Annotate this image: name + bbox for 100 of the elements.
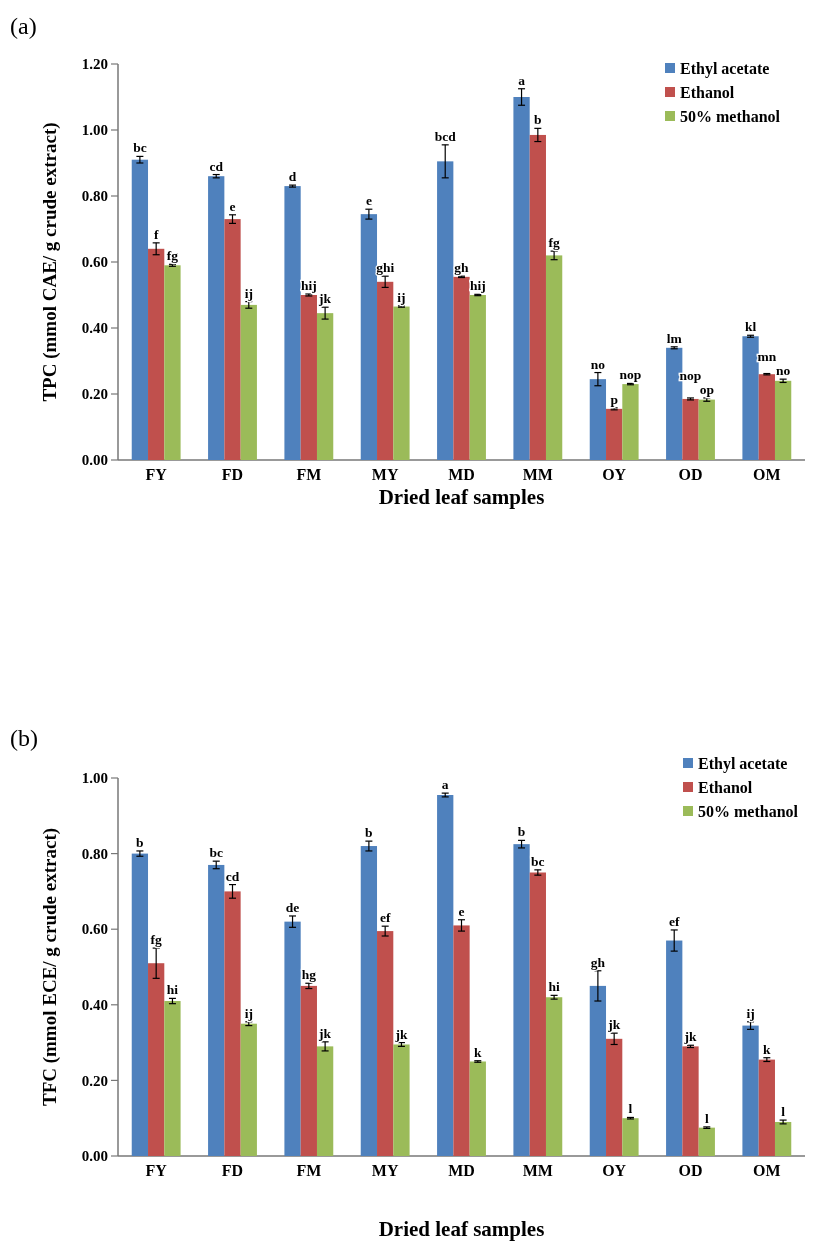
y-tick-label: 1.00 bbox=[81, 770, 108, 787]
bar bbox=[300, 985, 317, 1156]
data-label: kl bbox=[744, 319, 757, 335]
bar bbox=[758, 374, 775, 460]
legend-label: 50% methanol bbox=[698, 802, 799, 820]
bar bbox=[131, 159, 149, 460]
bar bbox=[377, 931, 394, 1156]
data-label: hi bbox=[166, 982, 179, 998]
data-label: lm bbox=[666, 330, 683, 346]
data-label: bc bbox=[209, 845, 223, 861]
data-label: no bbox=[590, 356, 606, 372]
bar bbox=[545, 255, 563, 460]
data-label: jk bbox=[394, 1026, 408, 1042]
data-label: ij bbox=[746, 1005, 755, 1021]
data-label: l bbox=[704, 1110, 709, 1126]
bar bbox=[529, 134, 546, 460]
data-label: b bbox=[534, 112, 542, 128]
bar bbox=[513, 97, 530, 460]
data-label: e bbox=[458, 903, 465, 919]
bar bbox=[589, 985, 607, 1156]
y-tick-label: 0.00 bbox=[81, 1148, 108, 1165]
data-label: nop bbox=[619, 367, 642, 383]
y-axis-title: TFC (mmol ECE/ g crude extract) bbox=[39, 827, 61, 1107]
data-label: a bbox=[441, 777, 449, 793]
x-tick-label: FY bbox=[145, 1162, 168, 1179]
bar bbox=[606, 408, 623, 460]
data-label: ij bbox=[244, 285, 253, 301]
data-label: hij bbox=[300, 278, 317, 294]
bar bbox=[606, 1038, 623, 1156]
bar bbox=[437, 795, 454, 1156]
x-tick-label: OD bbox=[678, 466, 703, 483]
data-label: k bbox=[474, 1044, 483, 1060]
bar bbox=[148, 248, 165, 460]
y-tick-label: 0.40 bbox=[81, 320, 108, 337]
bar bbox=[742, 1025, 759, 1156]
data-label: gh bbox=[590, 954, 606, 970]
data-label: d bbox=[288, 169, 297, 185]
chart-title: (a) bbox=[10, 13, 37, 39]
x-tick-label: OY bbox=[602, 1162, 627, 1179]
data-label: b bbox=[136, 834, 144, 850]
x-tick-label: MY bbox=[371, 466, 399, 483]
bar bbox=[758, 1059, 775, 1156]
data-label: fg bbox=[548, 235, 560, 251]
x-axis-title: Dried leaf samples bbox=[378, 1217, 545, 1241]
data-label: de bbox=[285, 899, 300, 915]
bar bbox=[300, 295, 317, 460]
y-tick-label: 0.20 bbox=[81, 386, 108, 403]
data-label: gh bbox=[454, 260, 470, 276]
bar bbox=[240, 1023, 257, 1156]
data-label: jk bbox=[607, 1017, 621, 1033]
x-tick-label: OY bbox=[602, 466, 627, 483]
data-label: cd bbox=[225, 868, 240, 884]
bar bbox=[224, 891, 241, 1156]
x-tick-label: MD bbox=[448, 466, 475, 483]
bar bbox=[240, 304, 257, 460]
y-axis-title: TPC (mmol CAE/ g crude extract) bbox=[39, 122, 61, 402]
y-tick-label: 1.00 bbox=[81, 122, 108, 139]
legend-label: Ethanol bbox=[680, 83, 735, 101]
data-label: f bbox=[153, 226, 159, 242]
data-label: l bbox=[628, 1101, 633, 1117]
bar bbox=[589, 379, 607, 460]
bar bbox=[469, 1061, 486, 1156]
y-tick-label: 0.20 bbox=[81, 1072, 108, 1089]
bar bbox=[284, 921, 301, 1156]
bar bbox=[545, 997, 563, 1156]
y-tick-label: 0.60 bbox=[81, 921, 108, 938]
data-label: fg bbox=[150, 932, 163, 948]
bar bbox=[208, 176, 225, 460]
legend-label: Ethyl acetate bbox=[680, 59, 770, 78]
bar bbox=[377, 281, 394, 460]
data-label: ef bbox=[379, 910, 391, 926]
x-tick-label: OM bbox=[753, 1162, 781, 1179]
data-label: ij bbox=[397, 289, 406, 305]
bar bbox=[437, 161, 454, 460]
y-tick-label: 0.80 bbox=[81, 188, 108, 205]
data-label: hi bbox=[548, 979, 560, 995]
data-label: no bbox=[775, 363, 791, 379]
data-label: a bbox=[518, 72, 526, 88]
bar bbox=[513, 844, 530, 1156]
x-tick-label: OD bbox=[678, 1162, 703, 1179]
y-tick-label: 0.80 bbox=[81, 845, 108, 862]
bar bbox=[666, 940, 683, 1156]
bar bbox=[529, 872, 546, 1156]
bar bbox=[622, 1118, 639, 1156]
x-tick-label: MM bbox=[522, 1162, 553, 1179]
legend-label: 50% methanol bbox=[680, 107, 781, 125]
bar bbox=[622, 384, 639, 460]
bar bbox=[164, 265, 181, 460]
bar bbox=[360, 846, 378, 1156]
bar bbox=[453, 276, 470, 460]
bar bbox=[224, 219, 241, 460]
data-label: ef bbox=[668, 913, 680, 929]
bar bbox=[284, 186, 301, 460]
data-label: e bbox=[365, 193, 372, 209]
bar bbox=[393, 1044, 410, 1156]
data-label: b bbox=[517, 824, 526, 840]
bar bbox=[131, 853, 149, 1156]
data-label: bcd bbox=[434, 128, 457, 144]
data-label: hg bbox=[301, 967, 317, 983]
x-axis-title: Dried leaf samples bbox=[378, 485, 545, 509]
